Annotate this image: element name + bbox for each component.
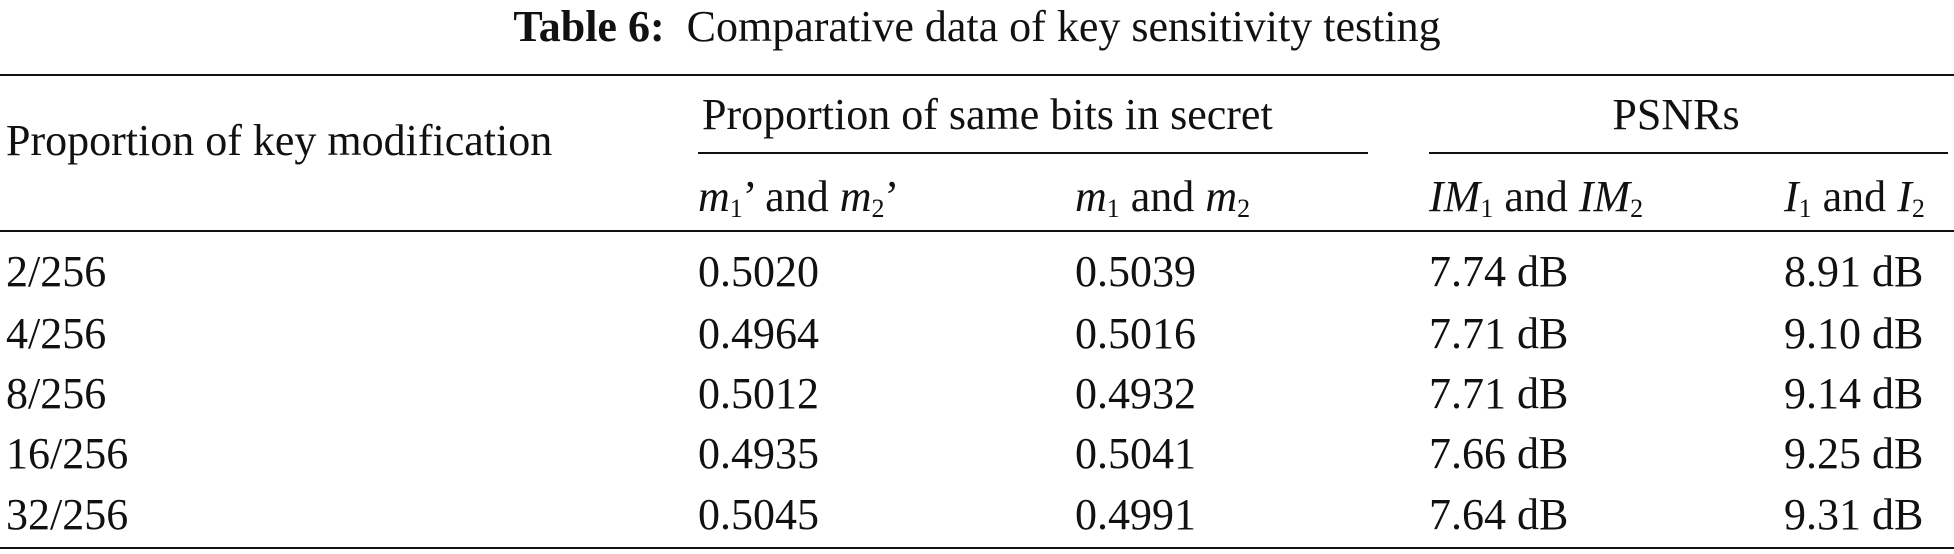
caption-text: Comparative data of key sensitivity test… (686, 2, 1441, 51)
subscript: 2 (1911, 194, 1925, 223)
header-text: ’ (884, 172, 900, 221)
cell: 0.5041 (1075, 429, 1196, 478)
cell: 0.4932 (1075, 369, 1196, 418)
subscript: 1 (1798, 194, 1812, 223)
group-header: PSNRs (1612, 90, 1740, 139)
cell: 0.5016 (1075, 309, 1196, 358)
subscript: 1 (1480, 194, 1494, 223)
row-header: Proportion of key modification (6, 116, 553, 165)
cell: 9.31 dB (1784, 490, 1924, 539)
caption-label: Table 6: (513, 2, 665, 51)
cell: 0.4964 (698, 309, 819, 358)
subscript: 2 (1237, 194, 1251, 223)
cell: 9.25 dB (1784, 429, 1924, 478)
subscript: 1 (729, 194, 743, 223)
column-header: m1’ and m2’ (698, 172, 900, 222)
header-text: and (1119, 172, 1206, 221)
row-label: 16/256 (6, 429, 129, 478)
group-rule (698, 152, 1368, 154)
row-label: 2/256 (6, 247, 107, 296)
group-header: Proportion of same bits in secret (702, 90, 1273, 139)
cell: 7.64 dB (1429, 490, 1569, 539)
row-label: 4/256 (6, 309, 107, 358)
cell: 7.74 dB (1429, 247, 1569, 296)
header-text: m (1205, 172, 1238, 221)
header-text: I (1784, 172, 1799, 221)
cell: 8.91 dB (1784, 247, 1924, 296)
cell: 0.5039 (1075, 247, 1196, 296)
cell: 0.4991 (1075, 490, 1196, 539)
cell: 0.4935 (698, 429, 819, 478)
header-text: IM (1429, 172, 1481, 221)
subscript: 1 (1106, 194, 1120, 223)
header-text: IM (1578, 172, 1631, 221)
cell: 0.5012 (698, 369, 819, 418)
subscript: 2 (871, 194, 885, 223)
header-text: m (839, 172, 872, 221)
header-text: and (1493, 172, 1579, 221)
column-header: IM1 and IM2 (1429, 172, 1643, 222)
header-rule (0, 230, 1954, 232)
column-header: m1 and m2 (1075, 172, 1250, 222)
top-rule (0, 74, 1954, 76)
caption: Table 6: Comparative data of key sensiti… (513, 5, 1440, 49)
row-label: 32/256 (6, 490, 129, 539)
cell: 7.66 dB (1429, 429, 1569, 478)
column-header: I1 and I2 (1784, 172, 1925, 222)
cell: 0.5045 (698, 490, 819, 539)
header-text: I (1897, 172, 1912, 221)
header-text: ’ and (742, 172, 840, 221)
cell: 9.14 dB (1784, 369, 1924, 418)
cell: 9.10 dB (1784, 309, 1924, 358)
header-text: m (698, 172, 730, 221)
group-rule (1429, 152, 1948, 154)
cell: 7.71 dB (1429, 369, 1569, 418)
bottom-rule (0, 547, 1954, 549)
subscript: 2 (1630, 194, 1644, 223)
cell: 0.5020 (698, 247, 819, 296)
row-label: 8/256 (6, 369, 107, 418)
header-text: m (1075, 172, 1107, 221)
header-text: and (1811, 172, 1898, 221)
cell: 7.71 dB (1429, 309, 1569, 358)
